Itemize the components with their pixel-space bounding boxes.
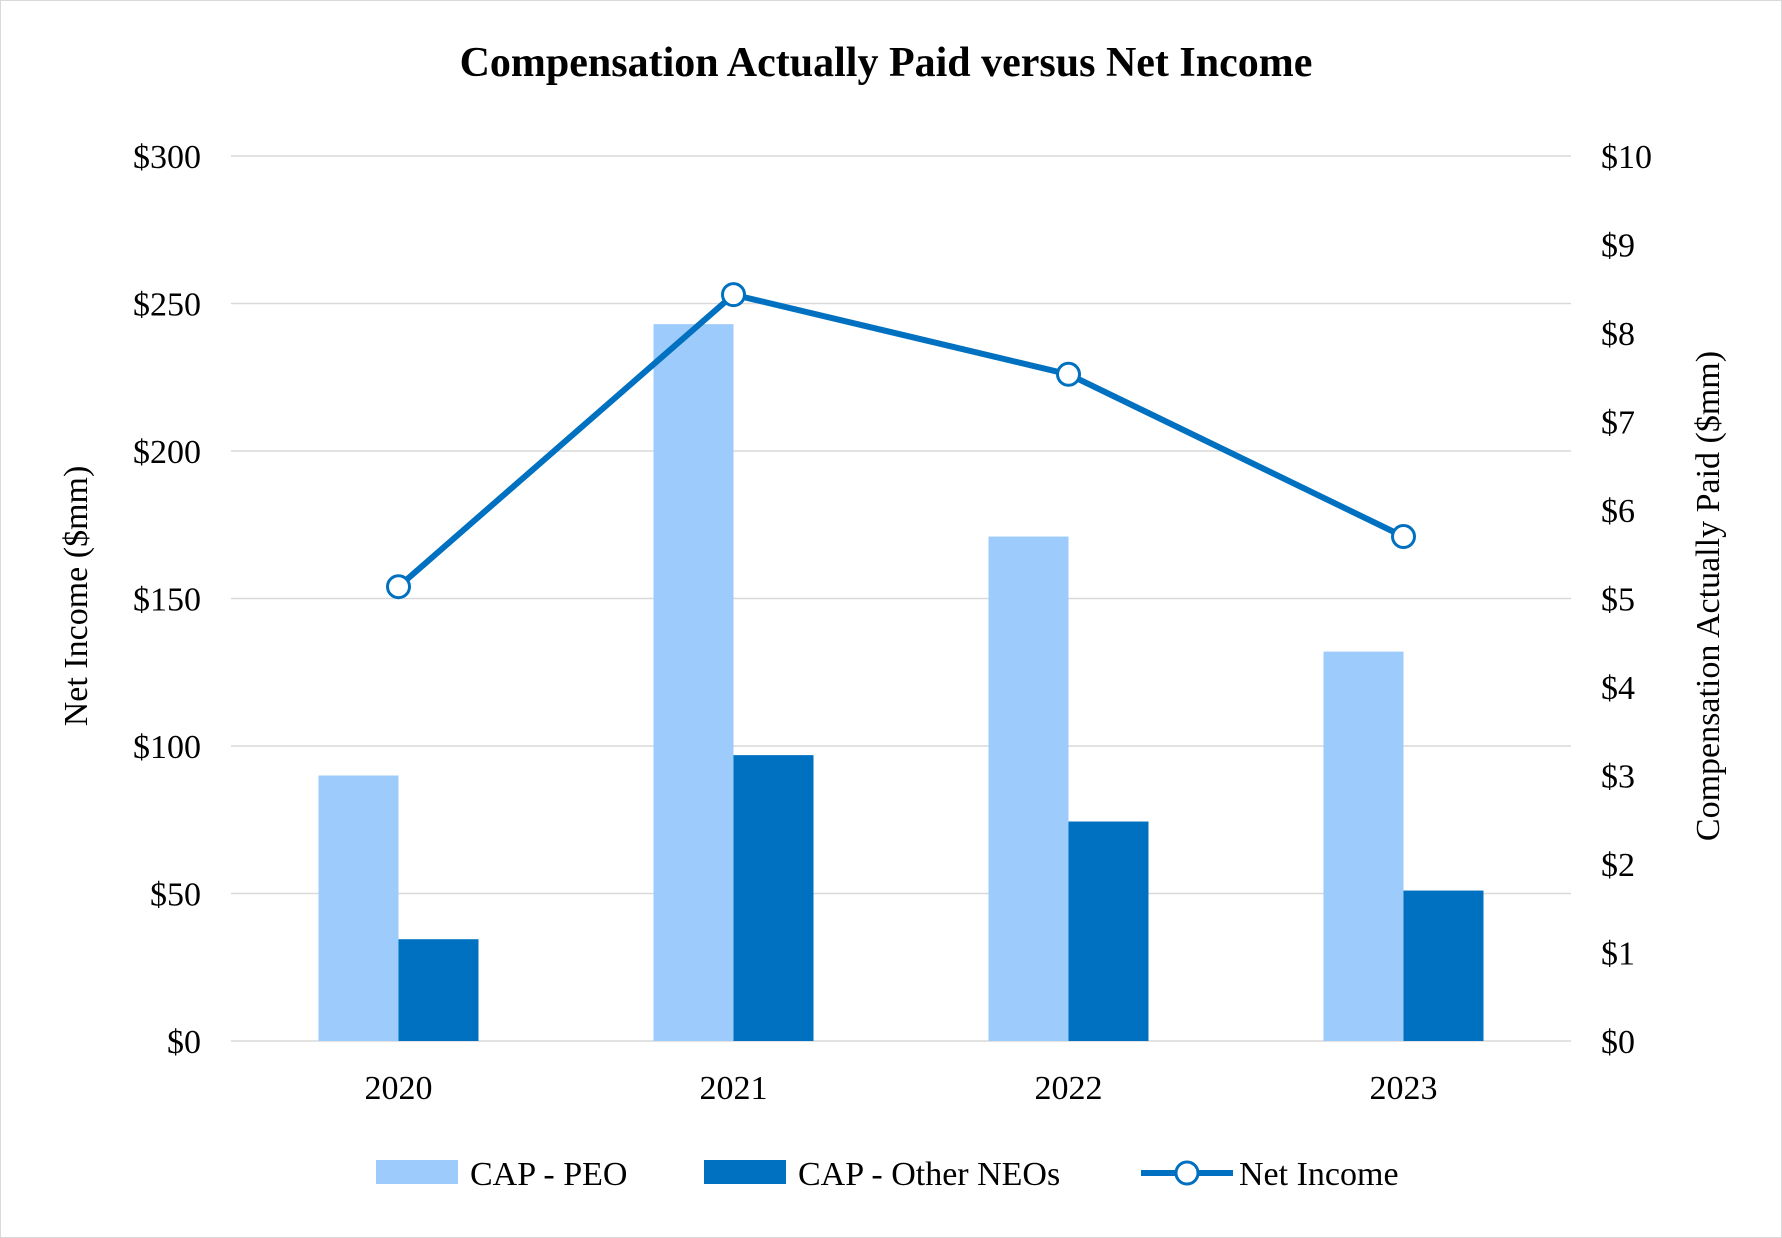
x-tick-label: 2022 (1035, 1070, 1103, 1107)
right-tick-label: $5 (1601, 582, 1635, 619)
net-income-line (396, 291, 1405, 589)
right-tick-label: $0 (1601, 1024, 1635, 1061)
net-income-point-2022 (1056, 361, 1081, 387)
left-tick-label: $300 (133, 139, 201, 176)
x-tick-label: 2020 (365, 1070, 433, 1107)
right-tick-label: $1 (1601, 936, 1635, 973)
right-axis-label: Compensation Actually Paid ($mm) (1690, 351, 1727, 841)
legend-label-cap-peo: CAP - PEO (470, 1156, 627, 1193)
net-income-point-2021 (721, 282, 746, 308)
right-tick-label: $8 (1601, 316, 1635, 353)
right-axis-ticks: $0 $1 $2 $3 $4 $5 $6 $7 $8 $9 $10 (1601, 139, 1652, 1061)
x-axis-labels: 2020 2021 2022 2023 (365, 1070, 1438, 1107)
bar-cap-other-neos-2021 (733, 755, 814, 1041)
legend: CAP - PEO CAP - Other NEOs Net Income (376, 1156, 1399, 1193)
legend-swatch-cap-peo (376, 1160, 458, 1184)
left-tick-label: $150 (133, 582, 201, 619)
legend-swatch-cap-other-neos (704, 1160, 786, 1184)
legend-swatch-marker-net-income (1174, 1160, 1200, 1186)
net-income-point-2023 (1391, 524, 1416, 550)
left-tick-label: $250 (133, 287, 201, 324)
left-tick-label: $0 (167, 1024, 201, 1061)
right-tick-label: $4 (1601, 670, 1635, 707)
right-tick-label: $10 (1601, 139, 1652, 176)
bar-cap-peo-2023 (1323, 651, 1404, 1041)
left-tick-label: $50 (150, 877, 201, 914)
bars (318, 324, 1484, 1041)
gridlines (231, 155, 1571, 1042)
net-income-point-2020 (386, 574, 411, 600)
bar-cap-other-neos-2023 (1403, 890, 1484, 1041)
x-tick-label: 2021 (700, 1070, 768, 1107)
net-income-line-group (386, 282, 1416, 600)
bar-cap-other-neos-2020 (398, 939, 479, 1041)
right-tick-label: $7 (1601, 405, 1635, 442)
x-tick-label: 2023 (1370, 1070, 1438, 1107)
chart-title: Compensation Actually Paid versus Net In… (460, 40, 1313, 86)
bar-cap-peo-2022 (988, 536, 1069, 1041)
legend-label-cap-other-neos: CAP - Other NEOs (798, 1156, 1060, 1193)
bar-cap-peo-2021 (653, 324, 734, 1041)
left-axis-label: Net Income ($mm) (58, 466, 95, 727)
right-tick-label: $2 (1601, 847, 1635, 884)
bar-cap-peo-2020 (318, 775, 399, 1041)
left-tick-label: $100 (133, 729, 201, 766)
right-tick-label: $3 (1601, 759, 1635, 796)
bar-cap-other-neos-2022 (1068, 821, 1149, 1041)
left-tick-label: $200 (133, 434, 201, 471)
left-axis-ticks: $0 $50 $100 $150 $200 $250 $300 (133, 139, 201, 1061)
right-tick-label: $6 (1601, 493, 1635, 530)
legend-label-net-income: Net Income (1239, 1156, 1399, 1193)
right-tick-label: $9 (1601, 228, 1635, 265)
